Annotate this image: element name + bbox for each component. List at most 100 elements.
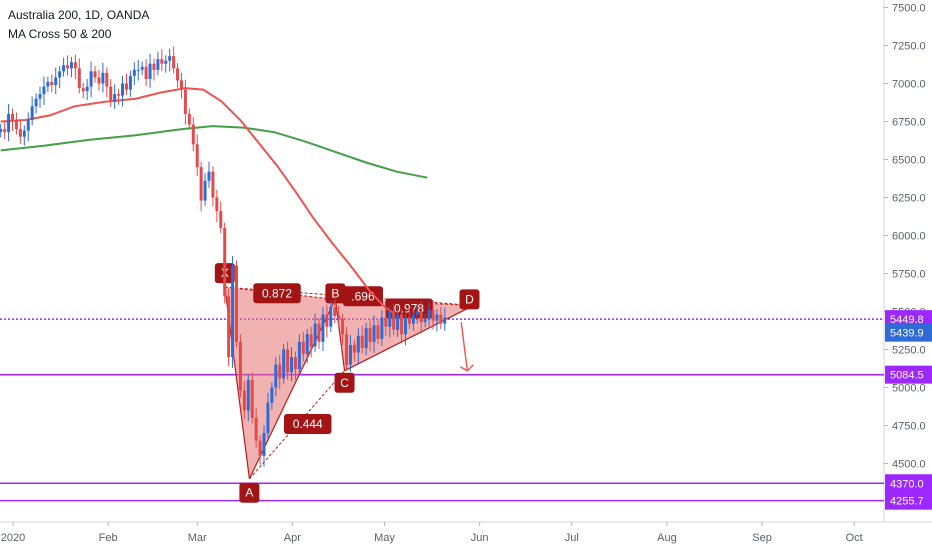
candle-body [132, 69, 136, 76]
ratio-badge [342, 286, 383, 307]
candle-body [176, 68, 180, 81]
candle-body [121, 83, 125, 96]
candle-body [117, 94, 121, 96]
candle-body [3, 129, 7, 133]
chart-subtitle: MA Cross 50 & 200 [8, 27, 112, 41]
pattern-point-badge [325, 283, 346, 304]
y-tick-label: 4500.0 [892, 459, 926, 471]
candle-body [164, 60, 168, 64]
candle-body [376, 325, 380, 339]
candle-body [93, 71, 97, 78]
candle-body [254, 417, 258, 441]
level-price-badge [885, 491, 932, 510]
candle-body [11, 113, 15, 120]
projection-arrow-head [460, 364, 474, 372]
pattern-point-label: C [340, 376, 349, 390]
candle-body [223, 227, 227, 297]
candle-body [439, 314, 443, 324]
candle-body [321, 314, 325, 342]
candle-body [234, 265, 238, 342]
pattern-leg [344, 304, 474, 372]
x-tick-label: 2020 [1, 532, 25, 544]
candle-body [42, 86, 46, 95]
pattern-point-label: A [245, 486, 253, 500]
level-price-label: 4370.0 [890, 478, 924, 490]
x-tick-label: Feb [99, 532, 118, 544]
candle-body [85, 86, 89, 92]
candle-body [431, 309, 435, 321]
candle-body [325, 314, 329, 327]
candle-body [419, 311, 423, 323]
y-tick-label: 5000.0 [892, 383, 926, 395]
candle-body [191, 124, 195, 145]
candle-body [109, 86, 113, 102]
candle-body [113, 94, 117, 102]
candle-body [388, 311, 392, 327]
candle-body [124, 83, 128, 90]
candle-body [168, 56, 172, 61]
candle-body [341, 319, 345, 335]
candle-body [152, 63, 156, 70]
candle-body [34, 98, 38, 107]
candle-body [215, 197, 219, 212]
last-price-label: 5439.9 [890, 328, 924, 340]
candle-body [246, 379, 250, 411]
candle-body [443, 317, 447, 324]
y-tick-label: 7250.0 [892, 41, 926, 53]
candle-body [148, 63, 152, 79]
candle-body [50, 81, 54, 86]
candle-body [97, 77, 101, 84]
candle-body [73, 62, 77, 69]
candle-body [270, 387, 274, 403]
candle-body [262, 433, 266, 456]
y-tick-label: 4750.0 [892, 421, 926, 433]
candle-body [286, 349, 290, 373]
ratio-badge [283, 413, 332, 434]
candle-body [30, 106, 34, 120]
candle-body [427, 309, 431, 320]
pattern-leg [334, 299, 346, 371]
candle-body [231, 265, 235, 358]
candle-body [105, 72, 109, 87]
x-tick-label: Jun [471, 532, 489, 544]
pattern-triangle-bcd [335, 299, 474, 371]
chart-title: Australia 200, 1D, OANDA [8, 8, 150, 22]
candle-body [7, 113, 11, 133]
candle-body [435, 314, 439, 321]
y-tick-label: 6250.0 [892, 193, 926, 205]
candle-body [128, 75, 132, 90]
candle-body [250, 379, 254, 418]
candle-body [195, 144, 199, 168]
candle-body [313, 323, 317, 347]
candle-body [199, 167, 203, 201]
candle-body [309, 334, 313, 347]
candle-body [380, 317, 384, 339]
ma200-line [0, 125, 428, 179]
candle-body [58, 71, 62, 78]
candle-body [156, 59, 160, 70]
candle-body [348, 344, 352, 365]
candle-body [333, 306, 337, 317]
y-tick-label: 7500.0 [892, 3, 926, 15]
pattern-point-label: D [465, 292, 474, 306]
candle-body [77, 68, 81, 89]
level-price-badge [885, 310, 932, 329]
candle-body [203, 180, 207, 201]
candle-body [207, 171, 211, 181]
level-price-label: 4255.7 [890, 496, 924, 508]
level-price-label: 5084.5 [890, 370, 924, 382]
candle-body [62, 65, 66, 72]
candle-body [317, 323, 321, 342]
candle-body [297, 341, 301, 370]
ratio-label: 0.872 [262, 286, 292, 300]
candle-body [415, 311, 419, 315]
candle-body [368, 328, 372, 342]
pattern-point-badge [459, 289, 480, 310]
candle-body [364, 328, 368, 348]
projection-arrow-line [460, 322, 469, 371]
candle-body [160, 59, 164, 64]
chart-legend: Australia 200, 1D, OANDA MA Cross 50 & 2… [8, 6, 149, 44]
